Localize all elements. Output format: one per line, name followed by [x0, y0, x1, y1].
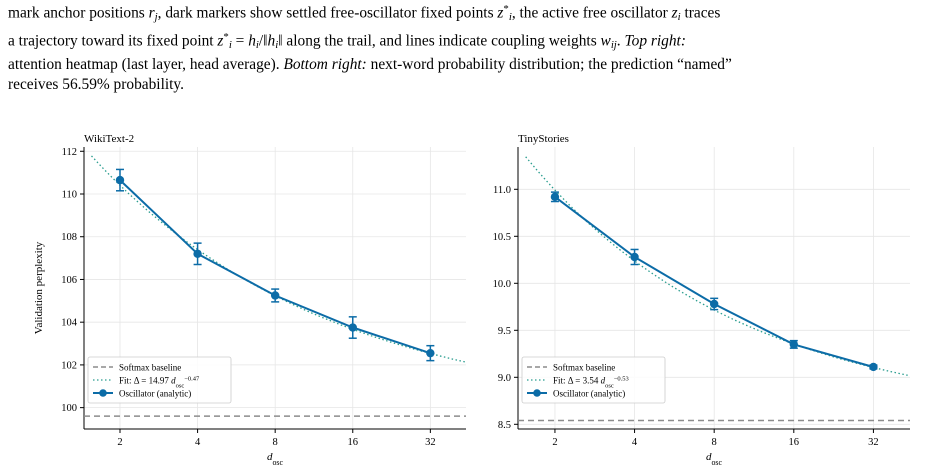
x-tick-label: 4 — [632, 437, 638, 448]
y-tick-label: 102 — [61, 360, 77, 371]
legend-baseline-label: Softmax baseline — [119, 363, 181, 373]
y-tick-label: 11.0 — [493, 185, 511, 196]
figure-caption: mark anchor positions rj, dark markers s… — [8, 0, 943, 94]
x-tick-label: 2 — [552, 437, 557, 448]
y-tick-label: 112 — [62, 147, 77, 158]
x-axis-label: dosc — [267, 451, 284, 467]
caption-line-1: mark anchor positions rj, dark markers s… — [8, 3, 721, 24]
y-tick-label: 10.5 — [493, 232, 511, 243]
legend-baseline-label: Softmax baseline — [553, 363, 615, 373]
y-tick-label: 106 — [61, 275, 77, 286]
x-axis-label: dosc — [706, 451, 723, 467]
data-point — [115, 175, 125, 185]
x-tick-label: 4 — [195, 437, 201, 448]
legend-series-marker — [99, 389, 107, 397]
y-tick-label: 8.5 — [498, 420, 511, 431]
y-tick-label: 9.0 — [498, 373, 511, 384]
legend-fit-label: Fit: Δ = 14.97 dosc−0.47 — [119, 375, 200, 389]
y-tick-label: 110 — [62, 190, 77, 201]
y-axis-label: Validation perplexity — [33, 241, 45, 334]
x-tick-label: 8 — [273, 437, 278, 448]
chart-title: TinyStories — [518, 133, 569, 145]
caption-line-4: receives 56.59% probability. — [8, 75, 184, 93]
legend-fit-label: Fit: Δ = 3.54 dosc−0.53 — [553, 375, 629, 389]
data-point — [789, 340, 798, 349]
data-point — [426, 348, 435, 358]
data-point — [550, 192, 560, 202]
legend-series-marker — [533, 389, 541, 397]
x-tick-label: 2 — [117, 437, 122, 448]
x-tick-label: 16 — [348, 437, 359, 448]
data-point — [348, 323, 357, 332]
legend-box — [521, 356, 666, 404]
data-point — [270, 291, 280, 300]
data-point — [709, 299, 719, 309]
legend-box — [87, 356, 232, 404]
fit-curve — [91, 155, 467, 363]
y-tick-label: 10.0 — [493, 279, 511, 290]
legend-series-label: Oscillator (analytic) — [119, 389, 191, 399]
y-tick-label: 9.5 — [498, 326, 511, 337]
caption-line-3: attention heatmap (last layer, head aver… — [8, 56, 732, 74]
caption-line-2: a trajectory toward its fixed point z*i … — [8, 30, 686, 51]
chart-title: WikiText-2 — [84, 133, 134, 145]
chart-wikitext2: 100 102 104 106 108 110 112 2 4 8 16 32 WikiText-2 do… — [33, 133, 467, 467]
data-point — [630, 252, 639, 262]
x-tick-label: 8 — [712, 437, 717, 448]
y-tick-label: 108 — [61, 232, 77, 243]
x-tick-label: 32 — [868, 437, 879, 448]
x-tick-label: 16 — [789, 437, 800, 448]
legend-series-label: Oscillator (analytic) — [553, 389, 625, 399]
data-point — [869, 362, 878, 372]
chart-tinystories: 8.5 9.0 9.5 10.0 10.5 11.0 2 4 8 16 32 TinyStories d… — [493, 133, 911, 467]
y-tick-label: 100 — [61, 403, 77, 414]
data-point — [193, 249, 202, 259]
x-tick-label: 32 — [425, 437, 436, 448]
y-tick-label: 104 — [61, 318, 78, 329]
